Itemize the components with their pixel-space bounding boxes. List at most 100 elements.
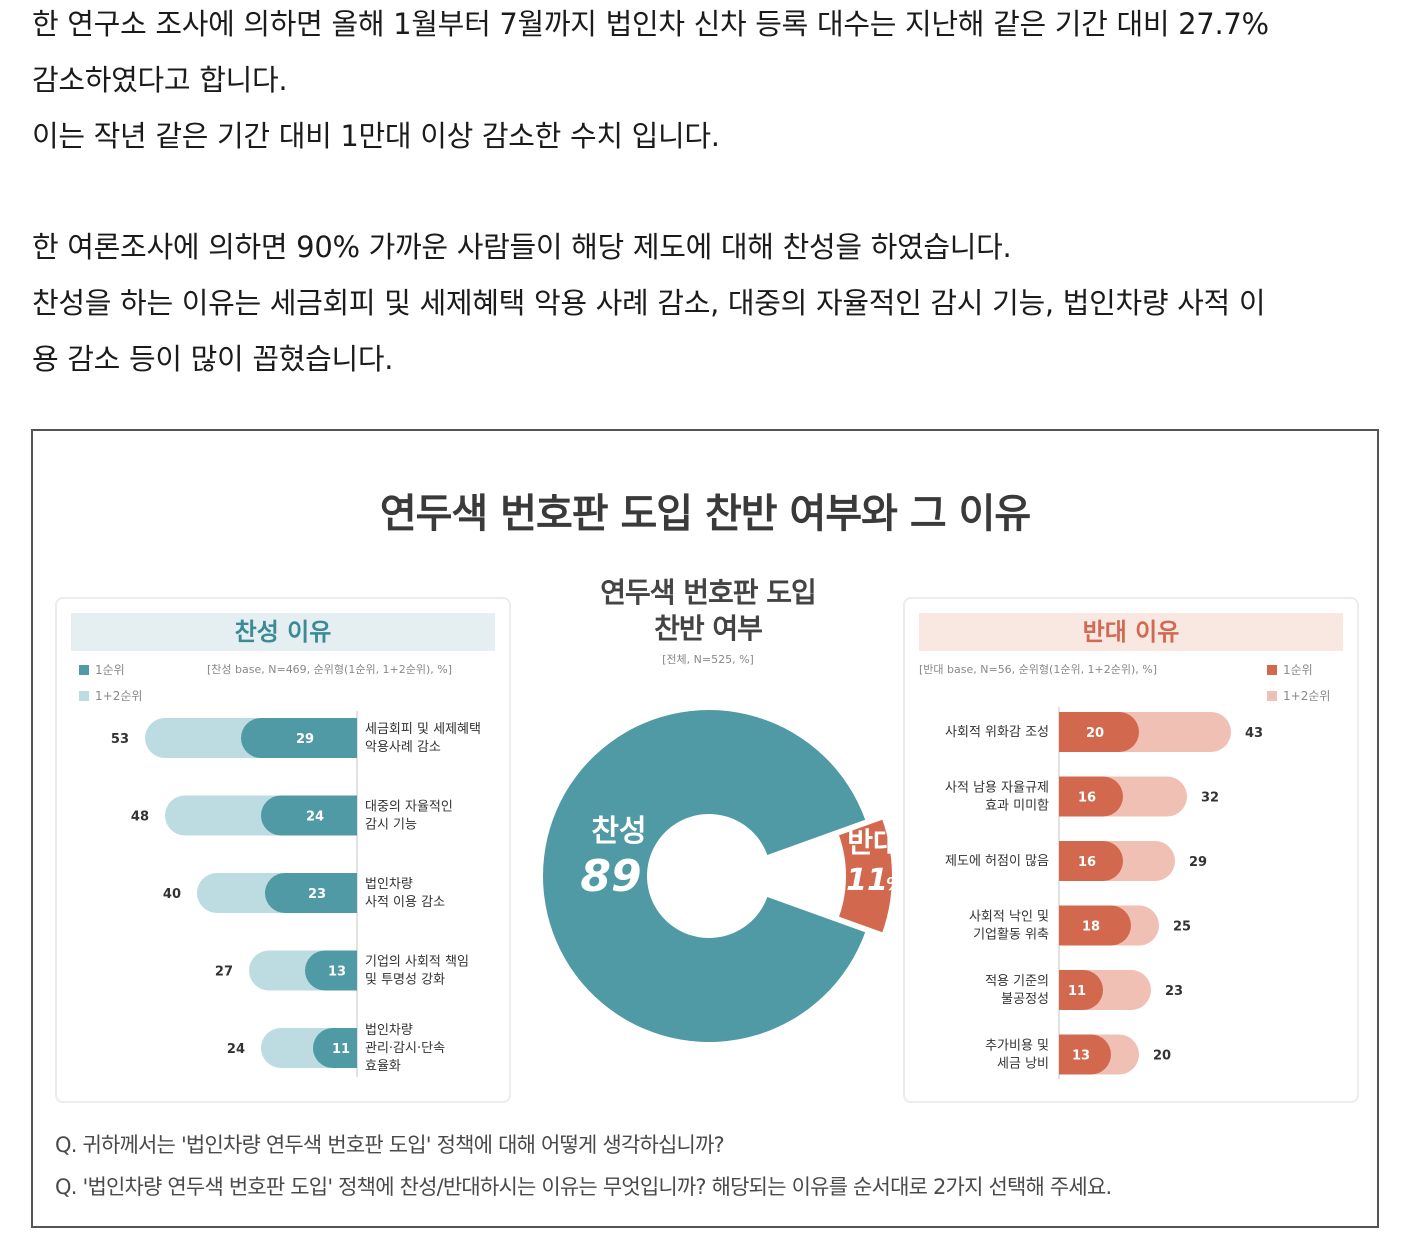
value-label-rank1: 20 (1086, 726, 1104, 741)
paragraph-line: 한 연구소 조사에 의하면 올해 1월부터 7월까지 법인차 신차 등록 대수는… (32, 7, 1269, 41)
value-label-rank12: 43 (1245, 726, 1263, 741)
value-label-rank1: 16 (1078, 791, 1096, 806)
bar-rank1-square-end (1059, 776, 1079, 817)
legend-rank12: 1+2순위 (1267, 687, 1330, 704)
slice-unit-support: % (648, 872, 670, 897)
value-label-rank12: 24 (227, 1042, 245, 1057)
value-label-rank1: 13 (328, 965, 346, 980)
category-label: 감시 기능 (365, 818, 417, 833)
center-title-line: 찬반 여부 (654, 612, 763, 645)
slice-oppose (836, 817, 894, 935)
value-label-rank1: 29 (296, 732, 314, 747)
category-label: 관리·감시·단속 (365, 1041, 445, 1056)
value-label-rank1: 24 (306, 810, 324, 825)
legend-label: 1+2순위 (1283, 689, 1331, 703)
category-label: 사회적 위화감 조성 (945, 725, 1049, 740)
value-label-rank1: 11 (1068, 984, 1086, 999)
paragraph-line: 감소하였다고 합니다. (32, 63, 288, 97)
figure-title: 연두색 번호판 도입 찬반 여부와 그 이유 (379, 491, 1031, 537)
bar-rank1-square-end (337, 950, 357, 991)
category-label: 불공정성 (1001, 992, 1049, 1007)
category-label: 악용사례 감소 (365, 740, 441, 755)
value-label-rank1: 18 (1082, 920, 1100, 935)
category-label: 법인차량 (365, 1023, 413, 1038)
category-label: 사적 이용 감소 (365, 895, 445, 910)
legend-swatch (79, 665, 89, 675)
bar-rank1 (241, 718, 357, 758)
bar-rank1-square-end (337, 1028, 357, 1068)
bar-rank1-square-end (1059, 712, 1079, 752)
legend-rank1: 1순위 (1267, 661, 1313, 678)
legend-rank12: 1+2순위 (79, 687, 142, 704)
bar-rank1-square-end (1059, 970, 1079, 1010)
bar-rank1-square-end (337, 873, 357, 913)
value-label-rank12: 29 (1189, 855, 1207, 870)
legend-swatch (1267, 665, 1277, 675)
category-label: 제도에 허점이 많음 (945, 854, 1049, 869)
legend-rank1: 1순위 (79, 661, 125, 678)
center-base-note: [전체, N=525, %] (662, 653, 754, 666)
category-label: 세금 낭비 (997, 1057, 1049, 1072)
opposition-panel-title: 반대 이유 (919, 613, 1343, 651)
category-label: 적용 기준의 (985, 974, 1049, 989)
bar-rank1 (265, 873, 357, 913)
category-label: 효율화 (365, 1059, 401, 1074)
value-label-rank1: 16 (1078, 855, 1096, 870)
value-label-rank12: 23 (1165, 984, 1183, 999)
paragraph-line: 이는 작년 같은 기간 대비 1만대 이상 감소한 수치 입니다. (32, 119, 720, 153)
survey-question-2: Q. '법인차량 연두색 번호판 도입' 정책에 찬성/반대하시는 이유는 무엇… (55, 1175, 1112, 1199)
slice-support (543, 710, 866, 1042)
center-chart-title: 연두색 번호판 도입 찬반 여부 (553, 575, 863, 647)
category-label: 세금회피 및 세제혜택 (365, 722, 481, 737)
slice-label-support: 찬성 (591, 814, 646, 849)
value-label-rank12: 25 (1173, 920, 1191, 935)
category-label: 효과 미미함 (985, 799, 1049, 814)
bar-rank1 (261, 795, 357, 836)
value-label-rank12: 32 (1201, 791, 1219, 806)
value-label-rank12: 53 (111, 732, 129, 747)
value-label-rank1: 13 (1072, 1049, 1090, 1064)
paragraph-line: 찬성을 하는 이유는 세금회피 및 세제혜택 악용 사례 감소, 대중의 자율적… (32, 286, 1266, 320)
category-label: 법인차량 (365, 877, 413, 892)
paragraph-line: 용 감소 등이 많이 꼽혔습니다. (32, 342, 394, 376)
slice-value-support: 89 (580, 851, 641, 902)
bar-rank1-square-end (337, 795, 357, 836)
legend-label: 1+2순위 (95, 689, 143, 703)
value-label-rank12: 20 (1153, 1049, 1171, 1064)
legend-swatch (1267, 691, 1277, 701)
support-panel-title: 찬성 이유 (71, 613, 495, 651)
legend-swatch (79, 691, 89, 701)
category-label: 및 투명성 강화 (365, 973, 445, 988)
opposition-reasons-panel: 반대 이유 [반대 base, N=56, 순위형(1순위, 1+2순위), %… (903, 597, 1359, 1103)
support-base-note: [찬성 base, N=469, 순위형(1순위, 1+2순위), %] (207, 663, 453, 676)
value-label-rank12: 48 (131, 810, 149, 825)
category-label: 추가비용 및 (985, 1039, 1049, 1054)
category-label: 기업의 사회적 책임 (365, 955, 469, 970)
paragraph-2: 한 여론조사에 의하면 90% 가까운 사람들이 해당 제도에 대해 찬성을 하… (32, 219, 1266, 387)
bar-rank1-square-end (337, 718, 357, 758)
value-label-rank12: 40 (163, 887, 181, 902)
support-reasons-panel: 찬성 이유 1순위 1+2순위 [찬성 base, N=469, 순위형(1순위… (55, 597, 511, 1103)
value-label-rank12: 27 (215, 965, 233, 980)
category-label: 기업활동 위축 (973, 928, 1049, 943)
survey-question-1: Q. 귀하께서는 '법인차량 연두색 번호판 도입' 정책에 대해 어떻게 생각… (55, 1133, 725, 1157)
opposition-base-note: [반대 base, N=56, 순위형(1순위, 1+2순위), %] (919, 663, 1158, 676)
category-label: 사회적 낙인 및 (969, 910, 1049, 925)
value-label-rank1: 11 (332, 1042, 350, 1057)
bar-rank1-square-end (1059, 1034, 1079, 1075)
bar-rank1-square-end (1059, 905, 1079, 946)
slice-value-oppose: 11 (846, 863, 888, 898)
center-title-line: 연두색 번호판 도입 (600, 576, 817, 609)
legend-label: 1순위 (1283, 663, 1313, 677)
category-label: 사적 남용 자율규제 (945, 781, 1049, 796)
infographic: 연두색 번호판 도입 찬반 여부와 그 이유 찬성 이유 1순위 1+2순위 [… (31, 429, 1379, 1228)
paragraph-1: 한 연구소 조사에 의하면 올해 1월부터 7월까지 법인차 신차 등록 대수는… (32, 0, 1269, 164)
legend-label: 1순위 (95, 663, 125, 677)
slice-label-oppose: 반대 (847, 826, 899, 859)
category-label: 대중의 자율적인 (365, 800, 453, 815)
slice-unit-oppose: % (886, 874, 899, 895)
value-label-rank1: 23 (308, 887, 326, 902)
